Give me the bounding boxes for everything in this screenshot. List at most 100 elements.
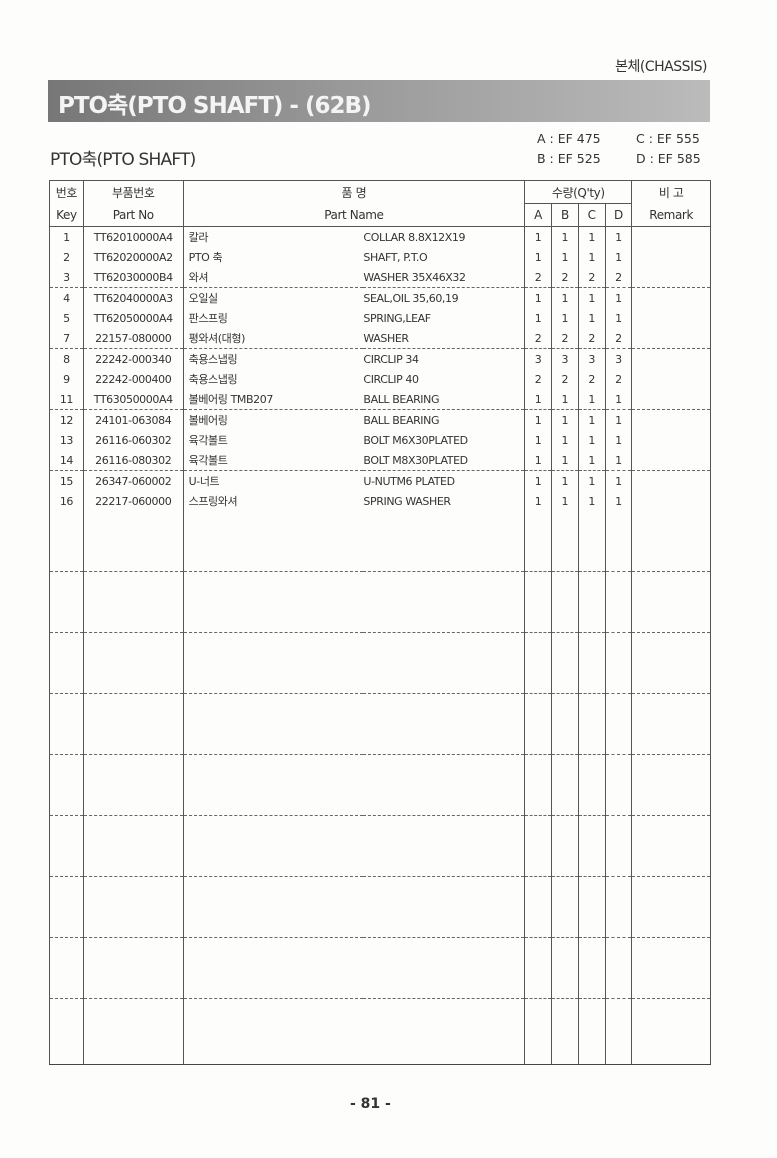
row-part-no: TT62050000A4 <box>82 308 184 328</box>
row-qty-b: 1 <box>550 470 579 491</box>
table-row: 16 22217-060000 스프링와셔 SPRING WASHER 1 1 1 1 <box>49 491 711 511</box>
row-qty-b: 1 <box>550 308 579 328</box>
row-name-en: CIRCLIP 40 <box>363 369 526 389</box>
row-qty-a: 3 <box>524 348 552 369</box>
row-qty-b: 2 <box>550 369 579 389</box>
header-name-kr: 품 명 <box>182 180 526 204</box>
row-remark <box>631 226 711 247</box>
row-name-en: COLLAR 8.8X12X19 <box>363 226 526 247</box>
row-qty-a: 1 <box>524 430 552 450</box>
model-b: B : EF 525 <box>537 151 601 166</box>
header-partno-en: Part No <box>82 203 184 227</box>
page-number: - 81 - <box>350 1096 391 1112</box>
row-key: 3 <box>49 267 84 288</box>
row-qty-a: 1 <box>524 287 552 308</box>
row-name-kr: 축용스냅링 <box>182 348 364 369</box>
row-qty-a: 1 <box>524 470 552 491</box>
row-part-no: 26347-060002 <box>82 470 184 491</box>
row-qty-b: 1 <box>550 491 579 511</box>
row-part-no: 22242-000340 <box>82 348 184 369</box>
table-row: 15 26347-060002 U-너트 U-NUTM6 PLATED 1 1 1 1 <box>49 470 711 491</box>
table-row: 3 TT62030000B4 와셔 WASHER 35X46X32 2 2 2 2 <box>49 267 711 288</box>
row-part-no: 26116-060302 <box>82 430 184 450</box>
row-qty-b: 1 <box>550 287 579 308</box>
row-key: 13 <box>49 430 84 450</box>
header-key-kr: 번호 <box>49 180 84 204</box>
row-key: 9 <box>49 369 84 389</box>
row-qty-d: 2 <box>604 267 633 288</box>
row-name-kr: 축용스냅링 <box>182 369 364 389</box>
row-key: 2 <box>49 247 84 267</box>
row-qty-b: 1 <box>550 450 579 471</box>
row-name-kr: 와셔 <box>182 267 364 288</box>
row-remark <box>631 247 711 267</box>
row-qty-b: 1 <box>550 226 579 247</box>
row-qty-d: 1 <box>604 491 633 511</box>
model-d: D : EF 585 <box>636 151 701 166</box>
row-key: 8 <box>49 348 84 369</box>
header-remark-kr: 비 고 <box>631 180 711 204</box>
row-name-kr: 볼베어링 <box>182 409 364 430</box>
model-c: C : EF 555 <box>636 131 700 146</box>
empty-row-group <box>49 754 711 816</box>
row-key: 1 <box>49 226 84 247</box>
row-name-kr: 스프링와셔 <box>182 491 364 511</box>
row-key: 15 <box>49 470 84 491</box>
row-qty-a: 1 <box>524 409 552 430</box>
row-qty-b: 2 <box>550 267 579 288</box>
row-name-en: SPRING,LEAF <box>363 308 526 328</box>
row-name-kr: 오일실 <box>182 287 364 308</box>
table-row: 5 TT62050000A4 판스프링 SPRING,LEAF 1 1 1 1 <box>49 308 711 328</box>
row-qty-c: 1 <box>577 409 606 430</box>
row-key: 16 <box>49 491 84 511</box>
empty-row-group <box>49 998 711 1065</box>
row-qty-d: 1 <box>604 409 633 430</box>
empty-row-group <box>49 571 711 633</box>
row-name-kr: 육각볼트 <box>182 450 364 471</box>
row-part-no: 24101-063084 <box>82 409 184 430</box>
row-name-en: WASHER 35X46X32 <box>363 267 526 288</box>
table-row: 11 TT63050000A4 볼베어링 TMB207 BALL BEARING 1 1 1… <box>49 389 711 410</box>
row-qty-a: 1 <box>524 226 552 247</box>
header-name-en: Part Name <box>182 203 526 227</box>
empty-row-group <box>49 632 711 694</box>
row-qty-c: 1 <box>577 226 606 247</box>
row-qty-b: 2 <box>550 328 579 349</box>
row-qty-c: 2 <box>577 369 606 389</box>
row-qty-d: 2 <box>604 369 633 389</box>
row-qty-a: 1 <box>524 389 552 410</box>
header-c: C <box>577 203 606 227</box>
row-qty-c: 2 <box>577 328 606 349</box>
row-key: 4 <box>49 287 84 308</box>
row-remark <box>631 328 711 349</box>
row-part-no: TT62010000A4 <box>82 226 184 247</box>
row-key: 11 <box>49 389 84 410</box>
row-qty-b: 1 <box>550 430 579 450</box>
table-row: 9 22242-000400 축용스냅링 CIRCLIP 40 2 2 2 2 <box>49 369 711 389</box>
title-bar: PTO축(PTO SHAFT) - (62B) <box>48 80 710 122</box>
table-row: 12 24101-063084 볼베어링 BALL BEARING 1 1 1 1 <box>49 409 711 430</box>
row-qty-b: 3 <box>550 348 579 369</box>
row-qty-d: 1 <box>604 450 633 471</box>
empty-row-group <box>49 511 711 572</box>
row-key: 5 <box>49 308 84 328</box>
page-title: PTO축(PTO SHAFT) - (62B) <box>58 93 372 119</box>
row-name-kr: 평와셔(대형) <box>182 328 364 349</box>
row-remark <box>631 491 711 511</box>
header-remark-en: Remark <box>631 203 711 227</box>
table-row: 2 TT62020000A2 PTO 축 SHAFT, P.T.O 1 1 1 1 <box>49 247 711 267</box>
row-key: 7 <box>49 328 84 349</box>
section-subtitle: PTO축(PTO SHAFT) <box>50 150 196 170</box>
row-part-no: 22217-060000 <box>82 491 184 511</box>
row-qty-a: 1 <box>524 491 552 511</box>
row-name-en: SHAFT, P.T.O <box>363 247 526 267</box>
row-qty-c: 3 <box>577 348 606 369</box>
row-qty-d: 1 <box>604 287 633 308</box>
table-row: 1 TT62010000A4 칼라 COLLAR 8.8X12X19 1 1 1 1 <box>49 226 711 247</box>
chapter-label: 본체(CHASSIS) <box>615 59 707 75</box>
row-key: 12 <box>49 409 84 430</box>
row-qty-a: 1 <box>524 247 552 267</box>
empty-row-group <box>49 693 711 755</box>
row-part-no: TT62030000B4 <box>82 267 184 288</box>
